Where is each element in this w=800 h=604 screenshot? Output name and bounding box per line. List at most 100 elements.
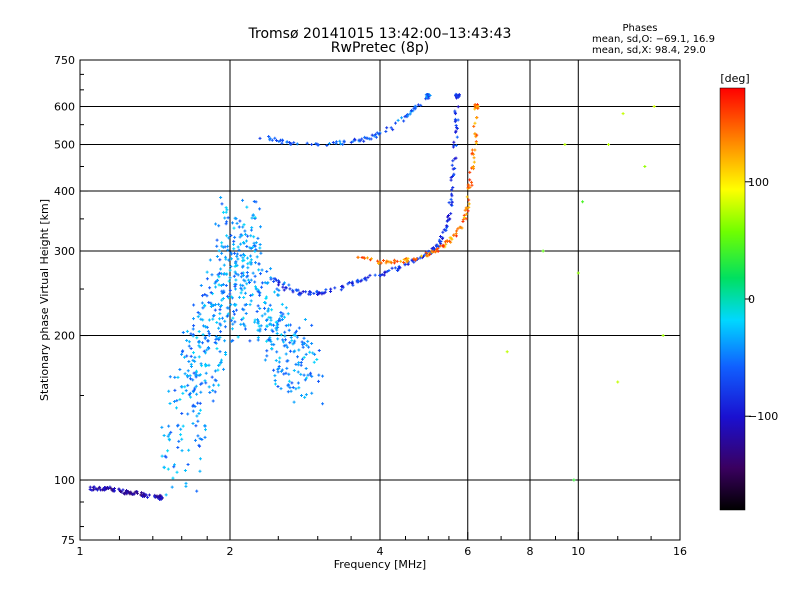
data-point xyxy=(563,143,567,147)
data-point xyxy=(238,235,242,239)
data-point xyxy=(365,256,369,260)
data-point xyxy=(299,360,303,364)
data-point xyxy=(189,377,193,381)
data-point xyxy=(581,200,585,204)
data-point xyxy=(405,260,409,264)
data-point xyxy=(293,339,297,343)
data-point xyxy=(357,138,361,142)
data-point xyxy=(246,274,250,278)
data-point xyxy=(473,148,477,152)
data-point xyxy=(227,279,231,283)
data-point xyxy=(222,289,226,293)
data-point xyxy=(257,262,261,266)
data-point xyxy=(297,292,301,296)
data-point xyxy=(244,239,248,243)
data-point xyxy=(229,233,233,237)
x-tick-label: 16 xyxy=(673,545,687,558)
data-point xyxy=(312,291,316,295)
data-point xyxy=(287,372,291,376)
data-point xyxy=(219,196,223,200)
data-point xyxy=(464,217,468,221)
data-point xyxy=(204,381,208,385)
data-point xyxy=(187,344,191,348)
data-point xyxy=(271,329,275,333)
data-point xyxy=(281,312,285,316)
data-point xyxy=(181,349,185,353)
data-point xyxy=(363,276,367,280)
data-point xyxy=(228,292,232,296)
data-point xyxy=(359,279,363,283)
data-point xyxy=(265,349,269,353)
data-point xyxy=(245,271,249,275)
data-point xyxy=(219,303,223,307)
data-point xyxy=(362,256,366,260)
data-point xyxy=(284,306,288,310)
data-point xyxy=(229,319,233,323)
data-point xyxy=(426,93,430,97)
data-point xyxy=(217,224,221,228)
data-point xyxy=(440,237,444,241)
data-point xyxy=(449,197,453,201)
x-tick-label: 10 xyxy=(571,545,585,558)
data-point xyxy=(226,244,230,248)
data-point xyxy=(223,325,227,329)
data-point xyxy=(279,310,283,314)
data-point xyxy=(239,242,243,246)
data-point xyxy=(470,183,474,187)
data-point xyxy=(199,317,203,321)
data-point xyxy=(255,309,259,313)
data-point xyxy=(323,290,327,294)
data-point xyxy=(316,143,320,147)
data-point xyxy=(443,240,447,244)
data-point xyxy=(275,328,279,332)
data-point xyxy=(173,375,177,379)
data-point xyxy=(349,140,353,144)
data-point xyxy=(265,269,269,273)
data-point xyxy=(456,105,460,109)
data-point xyxy=(461,218,465,222)
data-point xyxy=(176,375,180,379)
data-point xyxy=(92,485,96,489)
data-point xyxy=(374,135,378,139)
data-point xyxy=(233,270,237,274)
data-point xyxy=(187,448,191,452)
data-point xyxy=(241,256,245,260)
data-point xyxy=(265,354,269,358)
data-point xyxy=(258,136,262,140)
data-point xyxy=(448,217,452,221)
data-point xyxy=(243,303,247,307)
data-point xyxy=(293,331,297,335)
data-point xyxy=(195,392,199,396)
data-point xyxy=(205,277,209,281)
data-point xyxy=(351,283,355,287)
data-point xyxy=(310,374,314,378)
data-point xyxy=(428,253,432,257)
data-point xyxy=(456,95,460,99)
data-point xyxy=(187,393,191,397)
data-point xyxy=(356,280,360,284)
data-point xyxy=(170,485,174,489)
data-point xyxy=(128,492,132,496)
data-point xyxy=(412,257,416,261)
data-point xyxy=(475,116,479,120)
data-point xyxy=(230,327,234,331)
data-point xyxy=(470,151,474,155)
data-point xyxy=(203,379,207,383)
data-point xyxy=(214,379,218,383)
data-point xyxy=(238,219,242,223)
data-point xyxy=(220,244,224,248)
data-point xyxy=(273,136,277,140)
data-point xyxy=(249,234,253,238)
data-point xyxy=(389,261,393,265)
data-point xyxy=(413,104,417,108)
data-point xyxy=(243,254,247,258)
data-point xyxy=(451,186,455,190)
data-point xyxy=(221,296,225,300)
data-point xyxy=(423,253,427,257)
data-point xyxy=(234,282,238,286)
data-point xyxy=(293,333,297,337)
data-point xyxy=(258,329,262,333)
data-point xyxy=(278,317,282,321)
data-point xyxy=(109,486,113,490)
data-point xyxy=(192,317,195,321)
